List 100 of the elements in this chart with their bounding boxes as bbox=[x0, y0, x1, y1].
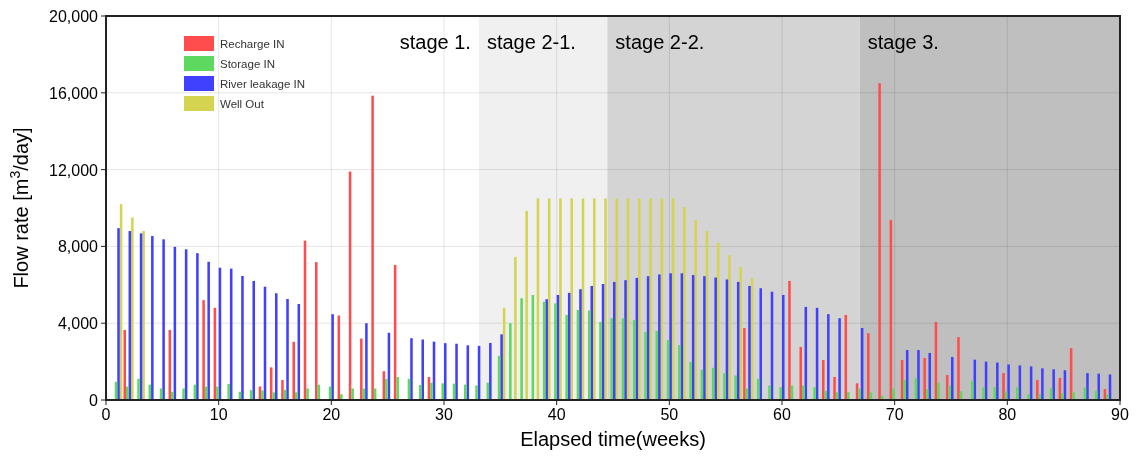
bar bbox=[723, 373, 726, 400]
bar bbox=[1072, 392, 1075, 400]
bar bbox=[613, 281, 616, 400]
bar bbox=[624, 280, 627, 400]
x-axis-title: Elapsed time(weeks) bbox=[520, 428, 706, 450]
bar bbox=[928, 352, 931, 400]
bar bbox=[847, 392, 850, 400]
bar bbox=[833, 376, 836, 400]
bar bbox=[590, 285, 593, 400]
bar bbox=[658, 274, 661, 400]
bar bbox=[261, 390, 264, 400]
bar bbox=[694, 220, 697, 400]
bar bbox=[669, 273, 672, 400]
x-tick-label: 40 bbox=[547, 406, 566, 423]
bar bbox=[275, 293, 278, 400]
bar bbox=[151, 236, 154, 400]
bar bbox=[838, 318, 841, 400]
bar bbox=[306, 388, 309, 400]
bar bbox=[565, 314, 568, 400]
bar bbox=[678, 345, 681, 400]
bar bbox=[554, 303, 557, 400]
bar bbox=[252, 280, 255, 400]
bar bbox=[822, 360, 825, 400]
band-label: stage 3. bbox=[867, 31, 939, 53]
bar bbox=[971, 380, 974, 400]
bar bbox=[292, 341, 295, 400]
bar bbox=[117, 228, 120, 400]
bar bbox=[768, 385, 771, 400]
bar bbox=[137, 378, 140, 400]
bar bbox=[340, 394, 343, 400]
band-label: stage 2-2. bbox=[615, 31, 705, 53]
bar bbox=[703, 276, 706, 400]
bar bbox=[365, 323, 368, 400]
bar bbox=[734, 375, 737, 400]
bar bbox=[525, 210, 528, 400]
bar bbox=[295, 392, 298, 400]
bar bbox=[216, 386, 219, 400]
bar bbox=[683, 207, 686, 400]
bar bbox=[520, 298, 523, 400]
legend-label: Recharge IN bbox=[220, 38, 285, 50]
bar bbox=[315, 262, 318, 400]
bar bbox=[444, 343, 447, 400]
bar bbox=[996, 362, 999, 400]
y-tick-label: 0 bbox=[89, 392, 99, 409]
bar bbox=[827, 314, 830, 400]
bar bbox=[123, 329, 126, 400]
x-tick-label: 90 bbox=[1111, 406, 1129, 423]
bar bbox=[162, 239, 165, 400]
bar bbox=[957, 337, 960, 400]
legend-label: River leakage IN bbox=[220, 78, 306, 90]
bar bbox=[570, 198, 573, 400]
x-tick-label: 80 bbox=[998, 406, 1017, 423]
bar bbox=[430, 382, 433, 400]
bar bbox=[1007, 364, 1010, 400]
bar bbox=[360, 338, 363, 400]
bar bbox=[748, 285, 751, 400]
bar bbox=[1027, 394, 1030, 400]
bar bbox=[441, 383, 444, 400]
bar bbox=[593, 198, 596, 400]
bar bbox=[241, 275, 244, 400]
bar bbox=[455, 343, 458, 400]
bar bbox=[689, 361, 692, 400]
bar bbox=[599, 321, 602, 400]
x-tick-label: 50 bbox=[660, 406, 679, 423]
bar bbox=[802, 385, 805, 400]
bar bbox=[131, 217, 134, 400]
bar bbox=[475, 385, 478, 400]
y-tick-label: 8,000 bbox=[57, 238, 99, 256]
bar bbox=[1052, 369, 1055, 400]
legend-label: Well Out bbox=[220, 98, 265, 110]
bar bbox=[227, 384, 230, 400]
bar bbox=[126, 386, 129, 400]
y-tick-label: 16,000 bbox=[49, 84, 99, 102]
bar bbox=[813, 387, 816, 400]
bar bbox=[509, 323, 512, 400]
bar bbox=[739, 266, 742, 400]
bar bbox=[331, 314, 334, 400]
legend-label: Storage IN bbox=[220, 58, 275, 70]
bar bbox=[917, 350, 920, 400]
band-label: stage 2-1. bbox=[486, 31, 576, 53]
bar bbox=[559, 198, 562, 400]
bar bbox=[1061, 393, 1064, 400]
bar bbox=[1086, 373, 1089, 400]
bar bbox=[951, 356, 954, 400]
bar bbox=[604, 198, 607, 400]
bar bbox=[171, 391, 174, 400]
bar bbox=[649, 198, 652, 400]
bar bbox=[1106, 394, 1109, 400]
bar bbox=[579, 289, 582, 400]
bar bbox=[182, 388, 185, 400]
bar bbox=[396, 376, 399, 400]
bar bbox=[858, 388, 861, 400]
bar bbox=[714, 277, 717, 400]
bar bbox=[281, 380, 284, 400]
bar bbox=[610, 318, 613, 400]
x-tick-label: 20 bbox=[322, 406, 341, 423]
bar bbox=[272, 392, 275, 400]
bar bbox=[923, 357, 926, 400]
bar bbox=[982, 387, 985, 400]
bar bbox=[638, 198, 641, 400]
